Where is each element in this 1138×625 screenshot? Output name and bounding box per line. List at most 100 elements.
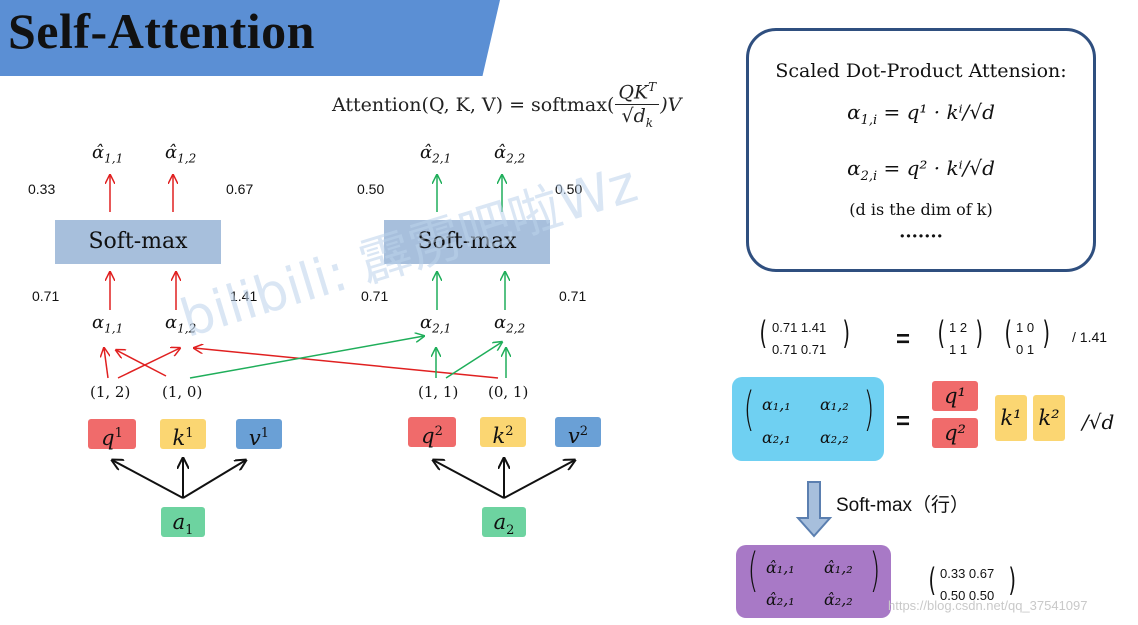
hat12-base: α̂ <box>165 142 178 163</box>
formula-denominator: √dk <box>619 105 657 130</box>
arrow-a2-to-v2 <box>503 460 575 499</box>
page-title: Self-Attention <box>8 3 315 59</box>
left-in-right-value: 1.41 <box>230 288 258 304</box>
alpha-hat-1-1: α̂1,1 <box>92 142 123 166</box>
v1-sup: 1 <box>260 426 270 441</box>
title-banner <box>0 0 500 76</box>
arrow-c21-to-a22 <box>445 342 502 379</box>
a1-sub: 1 <box>185 523 194 539</box>
m2-lparen: ( <box>1004 314 1012 352</box>
a11-base: α <box>92 312 105 333</box>
formula-den-text: √d <box>621 104 646 127</box>
right-out-left-value: 0.50 <box>357 181 385 197</box>
right-in-right-value: 0.71 <box>559 288 587 304</box>
arrow-c1-to-a12 <box>117 348 180 379</box>
k1-box: k1 <box>160 419 206 450</box>
left-coord-2: (1, 0) <box>162 383 203 401</box>
k1-matrix-cell: k¹ <box>995 395 1027 441</box>
right-coord-1: (1, 1) <box>418 383 459 401</box>
v2-base: v <box>567 424 580 448</box>
eq1-rhs: = q¹ · kⁱ/√d <box>877 100 995 124</box>
box-equation-1: α1,i = q¹ · kⁱ/√d <box>746 100 1096 128</box>
q1-box: q1 <box>88 419 136 450</box>
arrow-a2-to-q2 <box>433 460 505 499</box>
k2-box: k2 <box>480 417 526 448</box>
arrow-q1-to-a11 <box>104 348 108 379</box>
hat11-base: α̂ <box>92 142 105 163</box>
q1-matrix-cell: q¹ <box>932 381 978 411</box>
k2-matrix-cell: k² <box>1033 395 1065 441</box>
alpha-2-2: α2,2 <box>494 312 525 336</box>
left-out-left-value: 0.33 <box>28 181 56 197</box>
eq2-sub: 2,i <box>860 169 878 184</box>
result-matrix-lparen: ( <box>747 543 759 597</box>
alpha-1-2: α1,2 <box>165 312 196 336</box>
k2-base: k <box>492 424 506 448</box>
result-num-row1: 0.33 0.67 <box>940 566 995 581</box>
alpha-hat-22-cell: α̂₂,₂ <box>824 590 853 609</box>
right-coord-2: (0, 1) <box>488 383 529 401</box>
source-url: https://blog.csdn.net/qq_37541097 <box>888 598 1088 613</box>
result-num-rparen: ) <box>1008 561 1016 599</box>
formula-num-sup: T <box>648 80 657 95</box>
eq2-alpha: α <box>847 156 861 180</box>
alpha-hat-21-cell: α̂₂,₁ <box>766 590 795 609</box>
m1-row2: 1 1 <box>949 342 968 357</box>
box-note: (d is the dim of k) <box>849 200 993 219</box>
m2-rparen: ) <box>1042 314 1050 352</box>
hat12-sub: 1,2 <box>177 151 197 166</box>
a1-box: a1 <box>161 507 205 539</box>
hat11-sub: 1,1 <box>104 151 124 166</box>
eq1-sub: 1,i <box>860 113 878 128</box>
formula-rhs: )V <box>660 94 682 116</box>
softmax-row-label: Soft-max（行） <box>836 495 970 516</box>
a12-sub: 1,2 <box>177 321 197 336</box>
result-matrix-rparen: ) <box>869 543 881 597</box>
a22-base: α <box>494 312 507 333</box>
formula-numerator: QKT <box>615 80 660 105</box>
alpha-hat-2-1: α̂2,1 <box>420 142 451 166</box>
scaled-dot-product-box <box>746 28 1096 272</box>
alpha-hat-matrix-block <box>736 545 891 618</box>
v2-sup: 2 <box>579 424 589 439</box>
alpha-12-cell: α₁,₂ <box>820 395 849 414</box>
m1-lparen: ( <box>937 314 945 352</box>
arrow-k2-to-a12 <box>194 348 499 379</box>
alpha-hat-1-2: α̂1,2 <box>165 142 196 166</box>
q2-base: q <box>421 424 435 448</box>
alpha-2-1: α2,1 <box>420 312 451 336</box>
hat22-base: α̂ <box>494 142 507 163</box>
q1-sup: 1 <box>114 426 123 441</box>
a2-sub: 2 <box>506 523 515 539</box>
a21-base: α <box>420 312 433 333</box>
m2-row2: 0 1 <box>1016 342 1035 357</box>
alpha-21-cell: α₂,₁ <box>762 428 791 447</box>
a11-sub: 1,1 <box>104 321 124 336</box>
eq1-alpha: α <box>847 100 861 124</box>
box-ellipsis: ······· <box>899 226 943 247</box>
q1-base: q <box>101 426 115 450</box>
q2-box: q2 <box>408 417 456 448</box>
left-coord-1: (1, 2) <box>90 383 131 401</box>
alpha-hat-11-cell: α̂₁,₁ <box>766 558 795 577</box>
v1-box: v1 <box>236 419 282 450</box>
m2-row1: 1 0 <box>1016 320 1035 335</box>
q2-sup: 2 <box>434 424 443 439</box>
lhs-matrix-rparen: ) <box>842 314 850 352</box>
alpha-hat-12-cell: α̂₁,₂ <box>824 558 853 577</box>
hat22-sub: 2,2 <box>506 151 526 166</box>
lhs-matrix-row2: 0.71 0.71 <box>772 342 827 357</box>
formula-den-sub: k <box>645 115 654 130</box>
formula-num-text: QK <box>618 81 649 104</box>
softmax-down-arrow <box>795 481 833 538</box>
result-num-lparen: ( <box>928 561 936 599</box>
softmax-box-left: Soft-max <box>55 220 221 264</box>
formula-lhs: Attention(Q, K, V) = softmax( <box>332 94 615 116</box>
k2-sup: 2 <box>505 424 514 439</box>
m1-row1: 1 2 <box>949 320 968 335</box>
alpha-matrix-block <box>732 377 884 461</box>
left-out-right-value: 0.67 <box>226 181 254 197</box>
hat21-sub: 2,1 <box>432 151 452 166</box>
softmax-box-right: Soft-max <box>384 220 550 264</box>
equals-sign-1: = <box>896 326 911 353</box>
